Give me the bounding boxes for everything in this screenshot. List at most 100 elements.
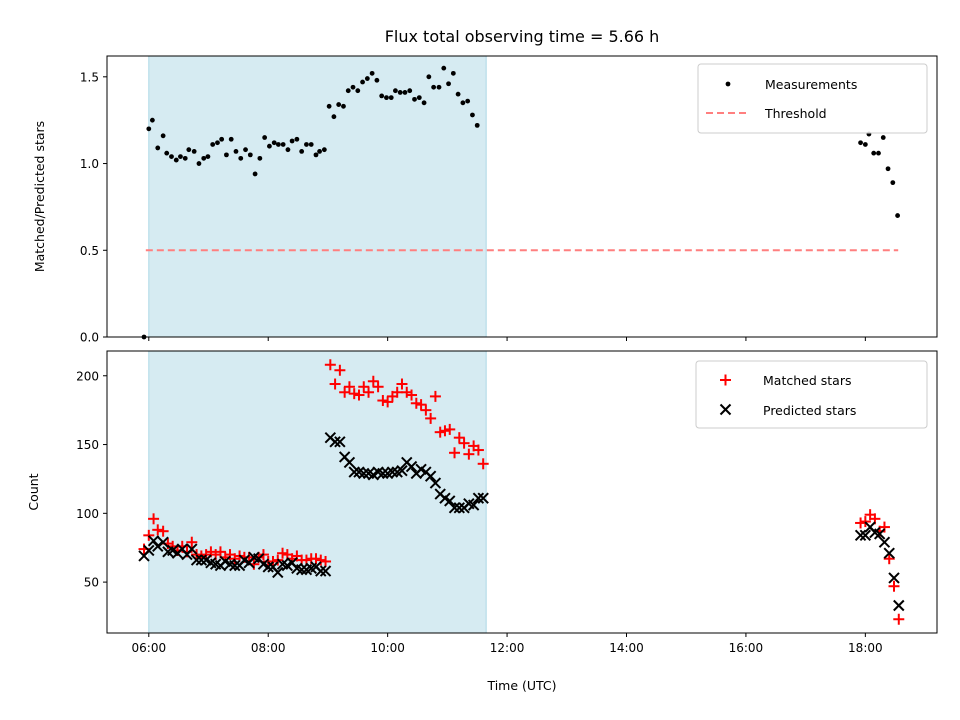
measurement-point bbox=[238, 155, 244, 161]
legend-measurements-marker bbox=[725, 81, 731, 87]
measurement-point bbox=[294, 136, 300, 142]
measurement-point bbox=[304, 142, 309, 147]
measurement-point bbox=[880, 135, 886, 140]
predicted-star-point bbox=[315, 565, 327, 577]
predicted-star-point bbox=[444, 495, 456, 507]
predicted-star-point bbox=[358, 467, 370, 480]
matched-star-point bbox=[449, 447, 461, 459]
measurement-point bbox=[412, 96, 417, 102]
matched-star-point bbox=[878, 521, 890, 533]
measurement-point bbox=[369, 70, 375, 76]
matched-star-point bbox=[425, 412, 437, 424]
predicted-star-point bbox=[472, 492, 485, 504]
matched-star-point bbox=[267, 555, 279, 567]
measurement-point bbox=[182, 155, 188, 161]
measurement-point bbox=[360, 79, 365, 85]
measurement-point bbox=[350, 84, 356, 90]
measurement-point bbox=[470, 112, 475, 118]
measurement-point bbox=[228, 136, 234, 142]
measurement-point bbox=[299, 149, 305, 154]
measurement-point bbox=[262, 135, 268, 140]
matched-star-point bbox=[353, 389, 365, 401]
predicted-star-point bbox=[448, 502, 461, 514]
predicted-star-point bbox=[386, 466, 399, 478]
measurement-point bbox=[858, 140, 863, 146]
measurement-point bbox=[155, 145, 161, 151]
measurement-point bbox=[191, 149, 197, 154]
measurement-point bbox=[257, 155, 263, 161]
matched-star-point bbox=[320, 555, 332, 567]
measurement-point bbox=[233, 149, 239, 154]
matched-star-point bbox=[429, 390, 441, 402]
measurement-point bbox=[243, 147, 248, 153]
legend-threshold-label: Threshold bbox=[764, 106, 827, 121]
measurement-point bbox=[173, 157, 179, 163]
matched-star-point bbox=[277, 547, 289, 559]
top-panel: 0.0 0.5 1.0 1.5 Matched/Predicted stars Mea… bbox=[32, 55, 938, 345]
measurement-point bbox=[455, 91, 461, 97]
measurement-point bbox=[164, 150, 170, 156]
matched-star-point bbox=[463, 448, 475, 460]
measurement-point bbox=[364, 76, 370, 81]
top-y-tick-label: 1.0 bbox=[80, 157, 99, 171]
matched-star-point bbox=[324, 359, 336, 371]
legend-predicted-label: Predicted stars bbox=[763, 403, 856, 418]
legend-measurements-label: Measurements bbox=[765, 77, 857, 92]
matched-star-point bbox=[377, 395, 389, 407]
predicted-star-point bbox=[186, 543, 198, 555]
legend-matched-label: Matched stars bbox=[763, 373, 851, 388]
measurement-point bbox=[407, 88, 413, 94]
matched-star-point bbox=[420, 404, 432, 416]
measurement-point bbox=[426, 74, 432, 80]
measurement-point bbox=[862, 142, 868, 147]
predicted-star-point bbox=[343, 456, 356, 469]
predicted-star-point bbox=[329, 436, 341, 448]
matched-star-point bbox=[367, 375, 379, 387]
x-tick-label: 06:00 bbox=[132, 641, 167, 655]
measurement-point bbox=[416, 95, 422, 101]
predicted-star-point bbox=[143, 544, 155, 557]
measurement-point bbox=[252, 171, 258, 177]
matched-star-point bbox=[893, 613, 905, 625]
x-tick-label: 12:00 bbox=[490, 641, 525, 655]
matched-star-point bbox=[334, 364, 346, 376]
measurement-point bbox=[450, 70, 456, 76]
measurement-point bbox=[285, 147, 291, 153]
measurement-point bbox=[871, 150, 877, 156]
measurement-point bbox=[160, 133, 166, 139]
matched-star-point bbox=[410, 397, 422, 409]
measurement-point bbox=[317, 149, 322, 154]
matched-star-point bbox=[855, 517, 867, 529]
predicted-star-point bbox=[424, 470, 437, 482]
measurement-point bbox=[275, 142, 281, 147]
measurement-point bbox=[885, 166, 891, 172]
measurement-point bbox=[465, 98, 471, 104]
predicted-star-point bbox=[334, 436, 346, 448]
bottom-shaded-span bbox=[148, 350, 487, 634]
measurement-point bbox=[876, 150, 881, 156]
x-tick-label: 16:00 bbox=[729, 641, 764, 655]
matched-star-point bbox=[396, 378, 408, 390]
measurement-point bbox=[331, 114, 337, 120]
predicted-star-point bbox=[229, 559, 241, 572]
measurement-point bbox=[336, 102, 342, 107]
matched-star-point bbox=[439, 425, 451, 437]
measurement-point bbox=[379, 93, 385, 99]
measurement-point bbox=[397, 90, 403, 95]
matched-star-point bbox=[458, 437, 470, 449]
measurement-point bbox=[196, 161, 202, 166]
measurement-point bbox=[289, 138, 295, 144]
measurement-point bbox=[441, 65, 447, 71]
measurement-point bbox=[326, 103, 332, 109]
predicted-star-point bbox=[859, 529, 872, 542]
matched-star-point bbox=[382, 396, 394, 408]
matched-star-point bbox=[434, 426, 446, 438]
matched-star-point bbox=[186, 536, 198, 548]
chart-title: Flux total observing time = 5.66 h bbox=[385, 27, 660, 46]
predicted-star-point bbox=[893, 599, 905, 612]
predicted-star-point bbox=[190, 554, 203, 566]
measurement-point bbox=[341, 103, 346, 109]
measurement-point bbox=[215, 140, 220, 146]
top-legend: Measurements Threshold bbox=[697, 63, 928, 134]
